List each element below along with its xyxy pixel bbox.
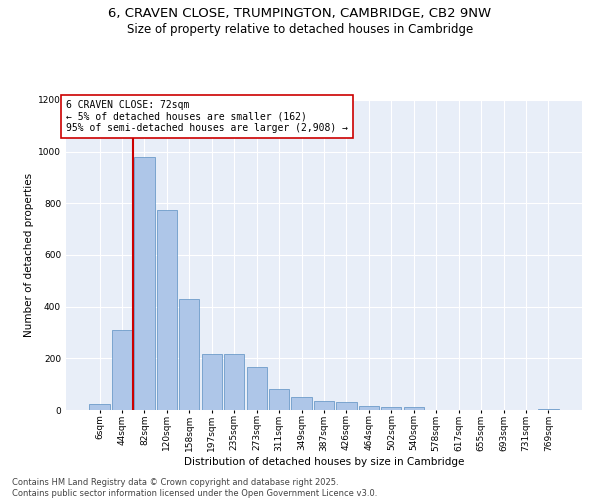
Bar	[179, 299, 199, 410]
Bar	[134, 157, 155, 410]
Text: Contains HM Land Registry data © Crown copyright and database right 2025.
Contai: Contains HM Land Registry data © Crown c…	[12, 478, 377, 498]
Bar	[269, 390, 289, 410]
Y-axis label: Number of detached properties: Number of detached properties	[24, 173, 34, 337]
Bar	[202, 354, 222, 410]
Text: 6, CRAVEN CLOSE, TRUMPINGTON, CAMBRIDGE, CB2 9NW: 6, CRAVEN CLOSE, TRUMPINGTON, CAMBRIDGE,…	[109, 8, 491, 20]
Bar	[359, 406, 379, 410]
Bar	[247, 368, 267, 410]
Bar	[381, 408, 401, 410]
Bar	[112, 330, 132, 410]
Bar	[337, 402, 356, 410]
Bar	[157, 210, 177, 410]
Bar	[89, 404, 110, 410]
Text: 6 CRAVEN CLOSE: 72sqm
← 5% of detached houses are smaller (162)
95% of semi-deta: 6 CRAVEN CLOSE: 72sqm ← 5% of detached h…	[66, 100, 348, 133]
Text: Size of property relative to detached houses in Cambridge: Size of property relative to detached ho…	[127, 22, 473, 36]
Bar	[314, 401, 334, 410]
X-axis label: Distribution of detached houses by size in Cambridge: Distribution of detached houses by size …	[184, 458, 464, 468]
Bar	[404, 408, 424, 410]
Bar	[538, 408, 559, 410]
Bar	[292, 397, 311, 410]
Bar	[224, 354, 244, 410]
